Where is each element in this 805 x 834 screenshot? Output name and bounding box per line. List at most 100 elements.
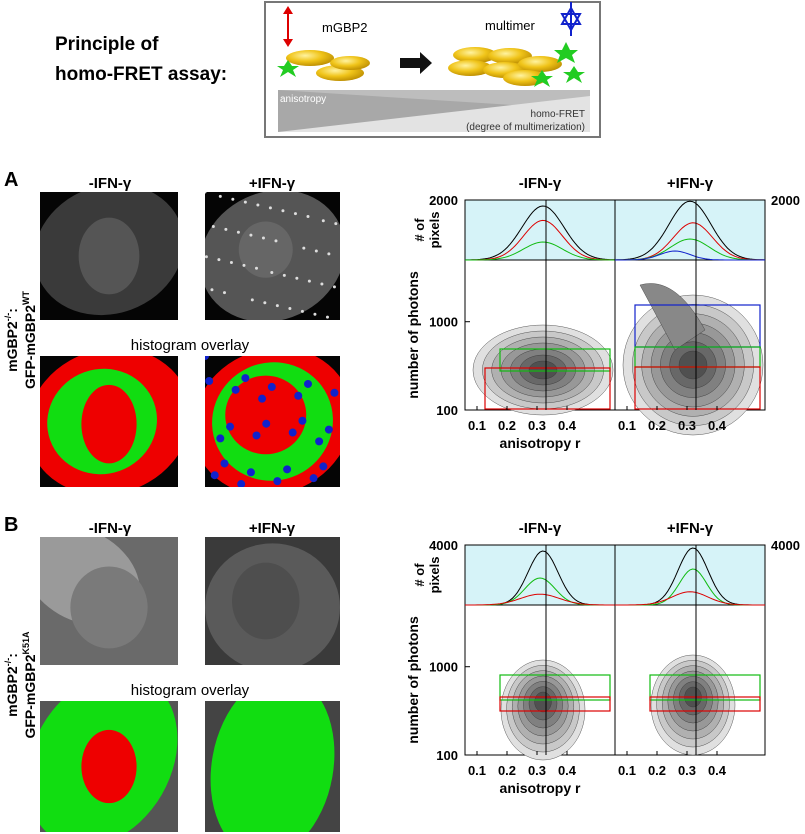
speck	[324, 425, 333, 434]
gate	[634, 366, 761, 410]
speck	[306, 214, 310, 218]
x-tick-label: 0.1	[468, 763, 486, 778]
speck	[249, 233, 253, 237]
speck	[205, 356, 209, 360]
x-tick-label: 0.4	[708, 763, 727, 778]
speck	[210, 471, 219, 480]
cell-shape	[238, 221, 293, 278]
speck	[319, 462, 328, 471]
micrograph	[40, 701, 178, 832]
condition-label: -IFN-γ	[519, 175, 562, 192]
speck	[216, 434, 225, 443]
title-line: homo-FRET assay:	[55, 64, 227, 85]
histogram-area	[614, 199, 766, 261]
speck	[267, 382, 276, 391]
speck	[226, 422, 235, 431]
x-tick-label: 0.4	[708, 418, 727, 433]
x-tick-label: 0.3	[678, 418, 696, 433]
speck	[231, 385, 240, 394]
speck	[288, 306, 292, 310]
monomer-label: mGBP2	[322, 20, 368, 35]
hist-y-label: # of	[412, 563, 427, 587]
x-tick-label: 0.1	[618, 418, 636, 433]
micrograph	[205, 356, 340, 487]
x-tick-label: 0.1	[468, 418, 486, 433]
histogram-area	[464, 199, 616, 261]
speck	[270, 271, 274, 275]
panel-letter: B	[4, 514, 18, 536]
speck	[220, 459, 229, 468]
gate	[649, 674, 761, 701]
speck	[252, 431, 261, 440]
speck	[303, 379, 312, 388]
x-tick-label: 0.2	[498, 763, 516, 778]
speck	[327, 252, 331, 256]
speck	[241, 374, 250, 383]
speck	[274, 239, 278, 243]
speck	[268, 206, 272, 210]
speck	[315, 437, 324, 446]
histogram-area	[464, 544, 616, 606]
speck	[229, 260, 233, 264]
speck	[334, 222, 338, 226]
histogram-area	[614, 544, 766, 606]
cell-line-label: GFP-mGBP2K51A	[21, 631, 38, 739]
y-axis-label: number of photons	[405, 616, 421, 744]
hist-y-label: pixels	[427, 557, 442, 594]
axis-left-label: anisotropy	[280, 94, 326, 105]
speck	[309, 474, 318, 483]
cell-line-label: GFP-mGBP2WT	[21, 290, 38, 389]
speck	[321, 219, 325, 223]
cell-line-base: mGBP2	[4, 321, 20, 372]
x-tick-label: 0.3	[678, 763, 696, 778]
density-tail	[639, 283, 706, 351]
speck	[205, 192, 207, 194]
cell-shape	[232, 562, 300, 640]
speck	[332, 285, 336, 289]
speck	[250, 298, 254, 302]
condition-label: -IFN-γ	[89, 520, 132, 537]
speck	[273, 477, 282, 486]
cell-line-base: GFP-mGBP2	[22, 654, 38, 738]
histogram-curve	[614, 200, 766, 261]
x-tick-label: 0.4	[558, 418, 577, 433]
speck	[302, 246, 306, 250]
speck	[217, 258, 221, 262]
cell-shape	[70, 566, 148, 649]
speck	[288, 428, 297, 437]
x-tick-label: 0.1	[618, 763, 636, 778]
cell-line-tail: :	[4, 308, 20, 313]
speck	[205, 255, 208, 259]
speck	[210, 288, 214, 292]
speck	[211, 225, 215, 229]
speck	[262, 419, 271, 428]
speck	[314, 249, 318, 253]
histogram-curve	[465, 241, 615, 261]
speck	[307, 279, 311, 283]
gate	[649, 696, 761, 712]
density-contour	[528, 360, 558, 380]
cell-line-base: GFP-mGBP2	[22, 305, 38, 389]
cell-line-label: mGBP2-/-:	[3, 308, 20, 372]
speck	[294, 391, 303, 400]
speck	[231, 197, 235, 201]
cell-line-sup: -/-	[3, 313, 13, 322]
overlay-label: histogram overlay	[131, 337, 250, 354]
x-tick-label: 0.4	[558, 763, 577, 778]
cell-line-label: mGBP2-/-:	[3, 653, 20, 717]
micrograph	[205, 537, 340, 665]
micrograph	[205, 192, 340, 320]
condition-label: +IFN-γ	[667, 175, 714, 192]
speck	[263, 301, 267, 305]
cell-line-sup: -/-	[3, 658, 13, 667]
speck	[295, 276, 299, 280]
condition-label: -IFN-γ	[519, 520, 562, 537]
principle-diagram	[264, 1, 601, 138]
speck	[258, 394, 267, 403]
speck	[282, 273, 286, 277]
micrograph	[205, 701, 340, 832]
speck	[275, 304, 279, 308]
cell-shape	[81, 384, 137, 464]
speck	[205, 377, 214, 386]
